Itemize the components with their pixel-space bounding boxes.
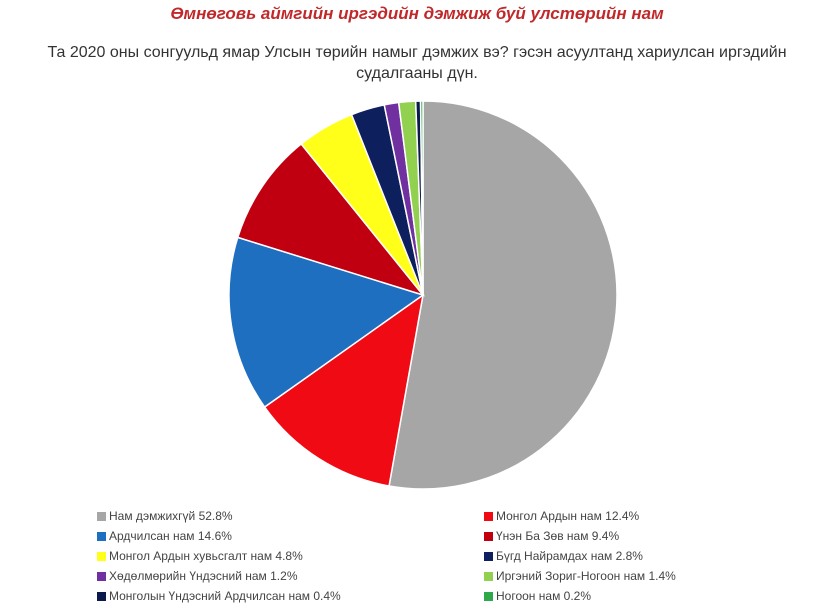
legend-swatch (484, 531, 493, 541)
legend-item: Бүгд Найрамдах нам 2.8% (484, 549, 643, 563)
legend-item: Иргэний Зориг-Ногоон нам 1.4% (484, 569, 676, 583)
legend-swatch (484, 591, 493, 601)
legend-item: Хөдөлмөрийн Үндэсний нам 1.2% (97, 569, 297, 583)
legend-item: Монголын Үндэсний Ардчилсан нам 0.4% (97, 589, 341, 603)
legend-label: Ардчилсан нам 14.6% (109, 529, 232, 543)
pie-slice-0 (388, 100, 618, 490)
pie-slice-2 (228, 236, 425, 409)
legend-label: Монгол Ардын хувьсгалт нам 4.8% (109, 549, 303, 563)
pie-slice-9 (419, 100, 424, 296)
legend-swatch (484, 511, 493, 521)
legend-item: Ногоон нам 0.2% (484, 589, 591, 603)
legend-item: Ардчилсан нам 14.6% (97, 529, 232, 543)
legend-label: Монголын Үндэсний Ардчилсан нам 0.4% (109, 589, 341, 603)
legend-item: Монгол Ардын нам 12.4% (484, 509, 639, 523)
legend-swatch (97, 531, 106, 541)
legend-swatch (97, 571, 106, 581)
legend-label: Монгол Ардын нам 12.4% (496, 509, 640, 523)
legend-label: Хөдөлмөрийн Үндэсний нам 1.2% (109, 569, 298, 583)
legend-swatch (484, 551, 493, 561)
legend-item: Үнэн Ба Зөв нам 9.4% (484, 529, 619, 543)
legend-label: Ногоон нам 0.2% (496, 589, 591, 603)
legend-label: Иргэний Зориг-Ногоон нам 1.4% (496, 569, 676, 583)
chart-subtitle: Та 2020 оны сонгуульд ямар Улсын төрийн … (47, 44, 787, 82)
legend-swatch (97, 511, 106, 521)
legend-label: Нам дэмжихгүй 52.8% (109, 509, 233, 523)
legend-label: Үнэн Ба Зөв нам 9.4% (496, 529, 620, 543)
pie-slice-1 (263, 293, 425, 487)
legend-item: Монгол Ардын хувьсгалт нам 4.8% (97, 549, 303, 563)
pie-slice-3 (236, 142, 426, 297)
chart-title: Өмнөговь аймгийн иргэдийн дэмжиж буй улс… (170, 4, 664, 23)
legend-swatch (484, 571, 493, 581)
legend-swatch (97, 591, 106, 601)
legend-label: Бүгд Найрамдах нам 2.8% (496, 549, 643, 563)
legend-swatch (97, 551, 106, 561)
legend-item: Нам дэмжихгүй 52.8% (97, 509, 233, 523)
